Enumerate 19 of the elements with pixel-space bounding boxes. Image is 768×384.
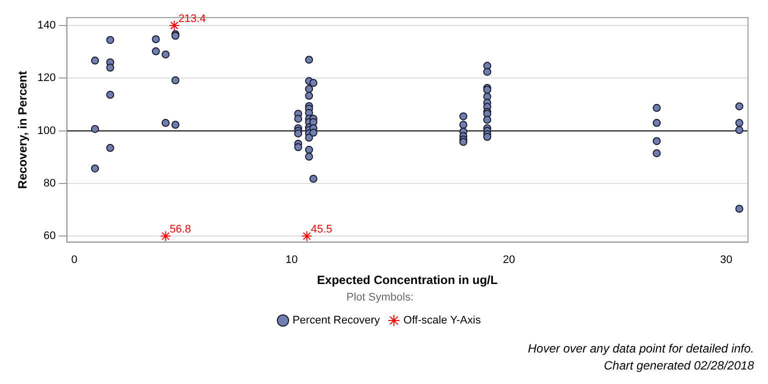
legend-label: Percent Recovery: [292, 314, 380, 327]
y-axis-title: Recovery, in Percent: [16, 70, 30, 189]
x-tick-label: 10: [286, 254, 298, 266]
x-tick-label: 30: [720, 254, 732, 266]
y-tick-label: 120: [37, 72, 56, 84]
x-axis-title: Expected Concentration in ug/L: [317, 272, 498, 287]
annotation: 45.5: [310, 224, 332, 236]
text: Chart generated 02/28/2018: [604, 358, 754, 372]
annotation: 56.8: [170, 224, 192, 236]
legend-title: Plot Symbols:: [346, 291, 414, 304]
x-tick-label: 0: [71, 254, 78, 266]
annotation: 213.4: [178, 13, 206, 26]
y-tick-label: 140: [37, 20, 56, 32]
text: Hover over any data point for detailed info.: [528, 341, 754, 356]
legend-label: Off-scale Y-Axis: [403, 314, 482, 327]
x-tick-label: 20: [502, 254, 516, 266]
y-tick-label: 100: [37, 124, 56, 137]
y-tick-label: 60: [44, 230, 56, 242]
y-tick-label: 80: [44, 178, 56, 190]
